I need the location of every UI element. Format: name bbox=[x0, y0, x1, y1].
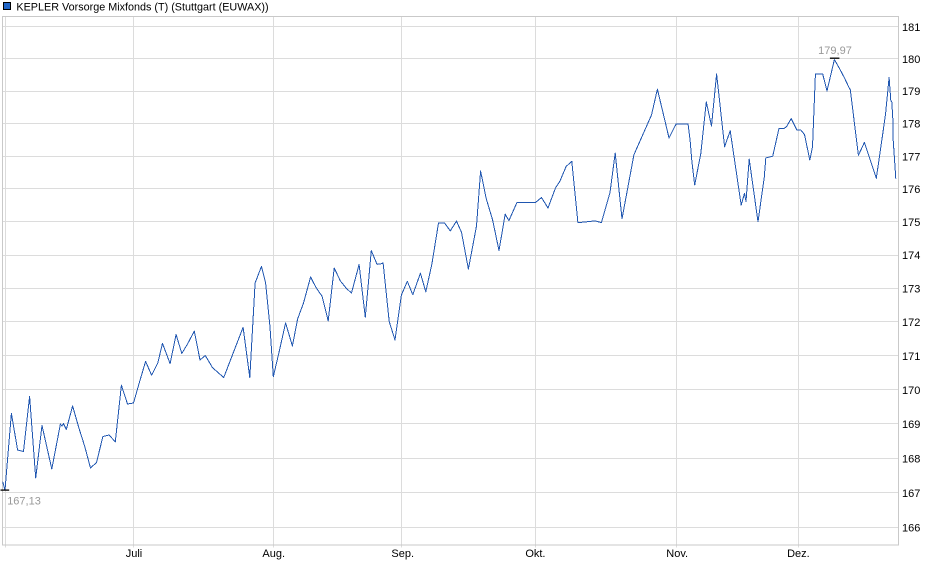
svg-text:181: 181 bbox=[902, 22, 920, 34]
svg-text:178: 178 bbox=[902, 119, 920, 131]
svg-text:Nov.: Nov. bbox=[666, 548, 688, 560]
svg-text:173: 173 bbox=[902, 284, 920, 296]
svg-text:Sep.: Sep. bbox=[391, 548, 414, 560]
svg-text:179,97: 179,97 bbox=[818, 45, 852, 57]
svg-text:179: 179 bbox=[902, 86, 920, 98]
svg-text:169: 169 bbox=[902, 419, 920, 431]
svg-text:174: 174 bbox=[902, 250, 920, 262]
svg-text:172: 172 bbox=[902, 317, 920, 329]
svg-text:166: 166 bbox=[902, 523, 920, 535]
svg-text:177: 177 bbox=[902, 151, 920, 163]
svg-text:Aug.: Aug. bbox=[262, 548, 285, 560]
svg-text:Juli: Juli bbox=[126, 548, 143, 560]
svg-text:167: 167 bbox=[902, 488, 920, 500]
svg-text:171: 171 bbox=[902, 351, 920, 363]
svg-text:Okt.: Okt. bbox=[525, 548, 545, 560]
svg-text:180: 180 bbox=[902, 54, 920, 66]
svg-text:175: 175 bbox=[902, 217, 920, 229]
svg-text:170: 170 bbox=[902, 385, 920, 397]
svg-text:KEPLER Vorsorge Mixfonds (T) (: KEPLER Vorsorge Mixfonds (T) (Stuttgart … bbox=[16, 2, 268, 14]
svg-text:Dez.: Dez. bbox=[787, 548, 810, 560]
svg-text:176: 176 bbox=[902, 184, 920, 196]
svg-text:167,13: 167,13 bbox=[7, 495, 41, 507]
svg-text:168: 168 bbox=[902, 453, 920, 465]
